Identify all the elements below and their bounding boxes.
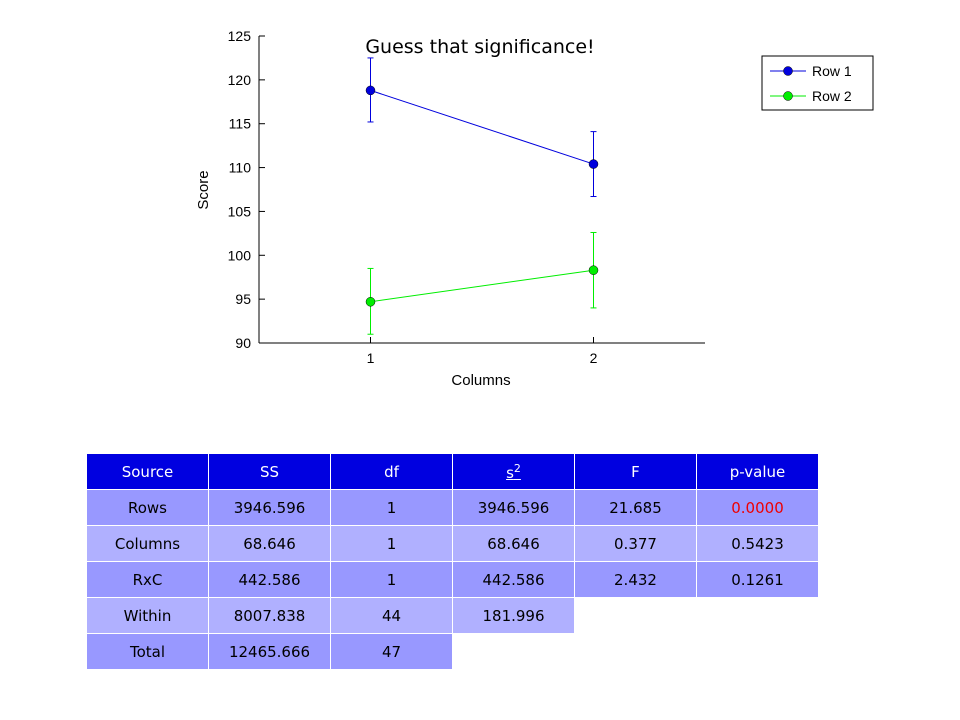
legend: Row 1 Row 2	[761, 55, 874, 111]
cell-source: Rows	[86, 489, 209, 526]
table-row: Columns 68.646 1 68.646 0.377 0.5423	[86, 525, 819, 562]
y-tick-label: 120	[228, 72, 252, 88]
plot-marks	[365, 57, 599, 335]
data-point	[588, 265, 599, 275]
cell-source: RxC	[86, 561, 209, 598]
cell-variance: 3946.596	[452, 489, 575, 526]
cell-f: 0.377	[574, 525, 697, 562]
cell-variance: 181.996	[452, 597, 575, 634]
interaction-plot: 90 95 100 105 110 115 120 125 1 2 Guess that sign…	[195, 28, 874, 389]
legend-label: Row 1	[812, 63, 852, 79]
empty-cell	[574, 633, 697, 670]
x-tick-label: 2	[590, 350, 598, 366]
empty-cell	[696, 633, 819, 670]
cell-variance: 68.646	[452, 525, 575, 562]
table-row: Total 12465.666 47	[86, 633, 819, 670]
cell-ss: 68.646	[208, 525, 331, 562]
y-tick-label: 115	[229, 116, 252, 132]
cell-f: 21.685	[574, 489, 697, 526]
chart-title: Guess that significance!	[365, 36, 594, 58]
cell-df: 44	[330, 597, 453, 634]
series-line	[370, 89, 594, 165]
cell-source: Columns	[86, 525, 209, 562]
cell-df: 1	[330, 489, 453, 526]
cell-f: 2.432	[574, 561, 697, 598]
header-variance: s2	[452, 453, 575, 490]
y-tick-label: 100	[228, 247, 252, 263]
anova-table: Source SS df s2 F p-value Rows 3946.596 1 3…	[86, 453, 819, 670]
legend-label: Row 2	[812, 88, 852, 104]
plot-axes: 90 95 100 105 110 115 120 125 1 2	[228, 28, 705, 366]
table-header-row: Source SS df s2 F p-value	[86, 453, 819, 490]
empty-cell	[452, 633, 575, 670]
data-point	[365, 85, 376, 96]
cell-ss: 3946.596	[208, 489, 331, 526]
table-row: Within 8007.838 44 181.996	[86, 597, 819, 634]
legend-marker	[783, 66, 793, 76]
cell-variance: 442.586	[452, 561, 575, 598]
y-tick-label: 110	[229, 160, 252, 176]
data-point	[588, 159, 599, 169]
cell-ss: 8007.838	[208, 597, 331, 634]
cell-df: 1	[330, 525, 453, 562]
table-row: Rows 3946.596 1 3946.596 21.685 0.0000	[86, 489, 819, 526]
cell-source: Total	[86, 633, 209, 670]
y-tick-label: 90	[235, 335, 251, 351]
data-point	[365, 297, 376, 307]
empty-cell	[696, 597, 819, 634]
header-source: Source	[86, 453, 209, 490]
y-tick-label: 105	[228, 203, 252, 219]
y-tick-label: 95	[235, 291, 251, 307]
header-df: df	[330, 453, 453, 490]
x-axis-label: Columns	[451, 372, 510, 389]
header-ss: SS	[208, 453, 331, 490]
cell-ss: 12465.666	[208, 633, 331, 670]
header-f: F	[574, 453, 697, 490]
header-p-value: p-value	[696, 453, 819, 490]
empty-cell	[574, 597, 697, 634]
cell-p-value: 0.5423	[696, 525, 819, 562]
cell-ss: 442.586	[208, 561, 331, 598]
y-tick-label: 125	[228, 28, 252, 44]
table-row: RxC 442.586 1 442.586 2.432 0.1261	[86, 561, 819, 598]
x-tick-label: 1	[367, 350, 375, 366]
series-line	[370, 269, 594, 303]
cell-p-value: 0.1261	[696, 561, 819, 598]
y-axis-label: Score	[195, 170, 212, 209]
legend-marker	[783, 91, 793, 101]
cell-source: Within	[86, 597, 209, 634]
cell-df: 47	[330, 633, 453, 670]
legend-box	[761, 55, 874, 111]
cell-p-value: 0.0000	[696, 489, 819, 526]
cell-df: 1	[330, 561, 453, 598]
